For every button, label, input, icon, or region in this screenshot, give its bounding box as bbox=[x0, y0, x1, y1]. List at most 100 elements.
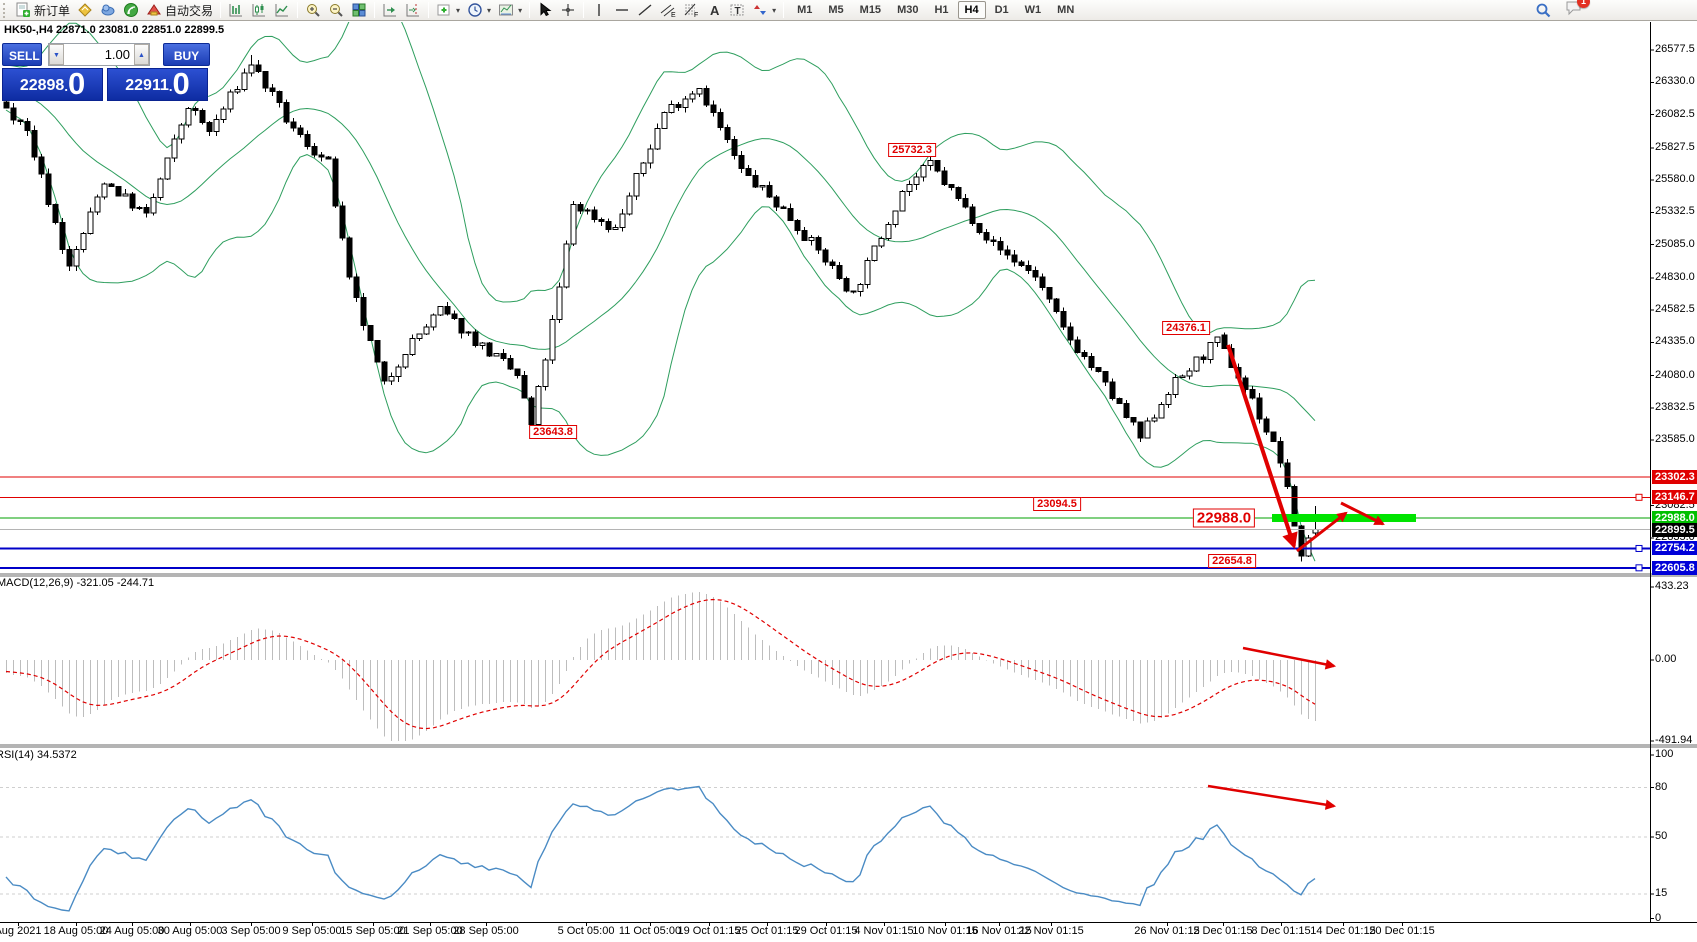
signals-button[interactable] bbox=[120, 1, 142, 20]
price-annotation[interactable]: 22988.0 bbox=[1192, 508, 1256, 528]
arrows-icon bbox=[752, 2, 768, 18]
channel-icon: E bbox=[660, 2, 676, 18]
tile-windows-button[interactable] bbox=[348, 1, 370, 20]
sell-price-tile[interactable]: 22898. 0 bbox=[2, 68, 103, 101]
autotrading-icon bbox=[146, 2, 162, 18]
crosshair-icon bbox=[560, 2, 576, 18]
gold-book-icon bbox=[77, 2, 93, 18]
search-button[interactable] bbox=[1532, 1, 1555, 20]
zoom-in-button[interactable] bbox=[302, 1, 324, 20]
timeframe-d1[interactable]: D1 bbox=[994, 4, 1009, 16]
svg-text:A: A bbox=[710, 3, 720, 18]
templates-button[interactable]: ▾ bbox=[495, 1, 525, 20]
arrows-button[interactable]: ▾ bbox=[749, 1, 779, 20]
price-annotation[interactable]: 25732.3 bbox=[888, 143, 936, 158]
sell-price-dec: 0 bbox=[67, 66, 86, 101]
toolbar-separator bbox=[529, 2, 531, 18]
candlestick-chart-icon bbox=[251, 2, 267, 18]
svg-text:T: T bbox=[735, 6, 741, 17]
vertical-line-button[interactable] bbox=[588, 1, 610, 20]
line-chart-button[interactable] bbox=[271, 1, 293, 20]
equidistant-channel-button[interactable]: E bbox=[657, 1, 679, 20]
buy-button[interactable]: BUY bbox=[163, 43, 210, 66]
toolbar-right-icons: 1 bbox=[1532, 0, 1590, 21]
periods-button[interactable]: ▾ bbox=[464, 1, 494, 20]
timeframe-m30[interactable]: M30 bbox=[897, 4, 919, 16]
cloud-icon bbox=[100, 2, 116, 18]
dropdown-caret-icon: ▾ bbox=[518, 5, 523, 15]
mql-market-button[interactable] bbox=[74, 1, 96, 20]
search-icon bbox=[1535, 2, 1552, 19]
volume-box: ▼ ▲ bbox=[48, 43, 150, 66]
chart-shift-icon bbox=[405, 2, 421, 18]
price-annotation[interactable]: 23643.8 bbox=[529, 425, 577, 440]
price-annotation[interactable]: 24376.1 bbox=[1162, 321, 1210, 335]
indicators-button[interactable]: ▾ bbox=[433, 1, 463, 20]
template-chart-icon bbox=[498, 2, 514, 18]
vertical-line-icon bbox=[591, 2, 607, 18]
signal-icon bbox=[123, 2, 139, 18]
text-label-button[interactable]: T bbox=[726, 1, 748, 20]
timeframe-h4[interactable]: H4 bbox=[957, 1, 986, 19]
toolbar-separator bbox=[428, 2, 430, 18]
one-click-trading-panel: SELL ▼ ▲ BUY 22898.0 22911.0 bbox=[2, 43, 210, 101]
horizontal-line-icon bbox=[614, 2, 630, 18]
timeframe-m1[interactable]: M1 bbox=[797, 4, 813, 16]
auto-scroll-button[interactable] bbox=[379, 1, 401, 20]
cursor-button[interactable] bbox=[534, 1, 556, 20]
sell-price-dot: . bbox=[64, 79, 68, 94]
buy-price-tile[interactable]: 22911. 0 bbox=[107, 68, 208, 101]
crosshair-button[interactable] bbox=[557, 1, 579, 20]
timeframe-m5[interactable]: M5 bbox=[828, 4, 844, 16]
new-order-icon bbox=[15, 2, 31, 18]
timeframe-w1[interactable]: W1 bbox=[1024, 4, 1042, 16]
notifications-button[interactable]: 1 bbox=[1565, 0, 1590, 21]
toolbar-separator bbox=[783, 2, 785, 18]
zoom-out-icon bbox=[328, 2, 344, 18]
candlestick-chart-button[interactable] bbox=[248, 1, 270, 20]
add-indicator-icon bbox=[436, 2, 452, 18]
timeframe-h1[interactable]: H1 bbox=[934, 4, 949, 16]
toolbar: 新订单 自动交易 bbox=[0, 0, 1697, 21]
chart-shift-button[interactable] bbox=[402, 1, 424, 20]
text-button[interactable]: A bbox=[703, 1, 725, 20]
sell-price-int: 22898 bbox=[19, 77, 65, 94]
text-label-icon: T bbox=[729, 2, 745, 18]
toolbar-grip bbox=[3, 2, 8, 18]
toolbar-separator bbox=[220, 2, 222, 18]
toolbar-separator bbox=[297, 2, 299, 18]
zoom-out-button[interactable] bbox=[325, 1, 347, 20]
text-icon: A bbox=[706, 2, 722, 18]
fibonacci-icon: F bbox=[683, 2, 699, 18]
price-annotation[interactable]: 23094.5 bbox=[1033, 497, 1081, 512]
svg-text:F: F bbox=[694, 12, 698, 18]
buy-price-dot: . bbox=[168, 79, 173, 94]
horizontal-line-button[interactable] bbox=[611, 1, 633, 20]
dropdown-caret-icon: ▾ bbox=[487, 5, 492, 15]
volume-input[interactable] bbox=[64, 44, 134, 65]
zoom-in-icon bbox=[305, 2, 321, 18]
bar-chart-button[interactable] bbox=[225, 1, 247, 20]
fibonacci-button[interactable]: F bbox=[680, 1, 702, 20]
dropdown-caret-icon: ▾ bbox=[772, 5, 777, 15]
new-order-label: 新订单 bbox=[34, 3, 71, 18]
toolbar-separator bbox=[583, 2, 585, 18]
trendline-button[interactable] bbox=[634, 1, 656, 20]
timeframe-mn[interactable]: MN bbox=[1057, 4, 1075, 16]
new-order-button[interactable]: 新订单 bbox=[12, 1, 73, 20]
clock-icon bbox=[467, 2, 483, 18]
volume-increase-button[interactable]: ▲ bbox=[134, 44, 149, 65]
autotrading-button[interactable]: 自动交易 bbox=[143, 1, 216, 20]
notification-badge: 1 bbox=[1577, 0, 1590, 8]
sell-button[interactable]: SELL bbox=[2, 43, 42, 66]
buy-price-dec: 0 bbox=[172, 66, 190, 101]
tile-windows-icon bbox=[351, 2, 367, 18]
price-annotation[interactable]: 22654.8 bbox=[1208, 554, 1256, 569]
buy-price-int: 22911 bbox=[125, 77, 169, 94]
code-base-button[interactable] bbox=[97, 1, 119, 20]
timeframe-m15[interactable]: M15 bbox=[859, 4, 882, 16]
volume-decrease-button[interactable]: ▼ bbox=[49, 44, 64, 65]
bar-chart-icon bbox=[228, 2, 244, 18]
